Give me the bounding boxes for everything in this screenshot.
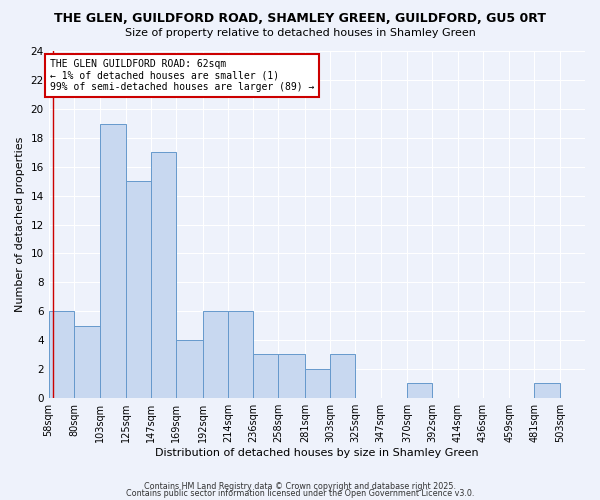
Bar — [330, 354, 355, 398]
Bar — [151, 152, 176, 398]
Text: Contains public sector information licensed under the Open Government Licence v3: Contains public sector information licen… — [126, 490, 474, 498]
Bar — [49, 311, 74, 398]
X-axis label: Distribution of detached houses by size in Shamley Green: Distribution of detached houses by size … — [155, 448, 479, 458]
Text: THE GLEN, GUILDFORD ROAD, SHAMLEY GREEN, GUILDFORD, GU5 0RT: THE GLEN, GUILDFORD ROAD, SHAMLEY GREEN,… — [54, 12, 546, 26]
Y-axis label: Number of detached properties: Number of detached properties — [15, 137, 25, 312]
Bar — [100, 124, 125, 398]
Bar — [535, 384, 560, 398]
Bar — [176, 340, 203, 398]
Bar — [228, 311, 253, 398]
Text: THE GLEN GUILDFORD ROAD: 62sqm
← 1% of detached houses are smaller (1)
99% of se: THE GLEN GUILDFORD ROAD: 62sqm ← 1% of d… — [50, 58, 314, 92]
Bar — [407, 384, 432, 398]
Text: Size of property relative to detached houses in Shamley Green: Size of property relative to detached ho… — [125, 28, 475, 38]
Bar — [74, 326, 100, 398]
Text: Contains HM Land Registry data © Crown copyright and database right 2025.: Contains HM Land Registry data © Crown c… — [144, 482, 456, 491]
Bar — [305, 369, 330, 398]
Bar — [253, 354, 278, 398]
Bar — [203, 311, 228, 398]
Bar — [278, 354, 305, 398]
Bar — [125, 182, 151, 398]
